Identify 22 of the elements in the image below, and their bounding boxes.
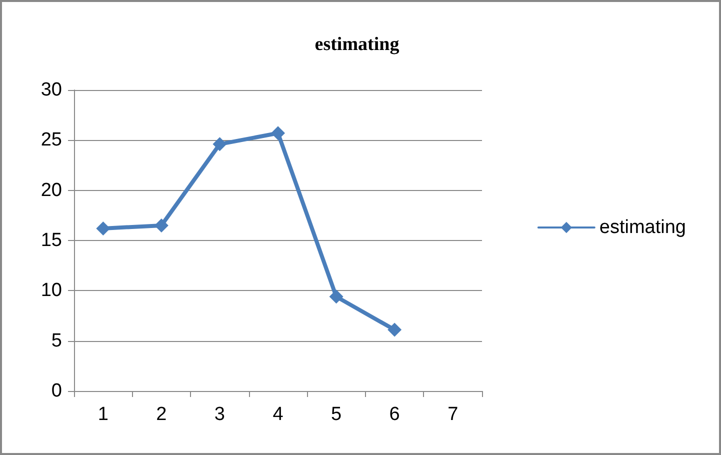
point <box>212 137 227 152</box>
y-tick-label: 15 <box>40 230 62 251</box>
x-tick-label: 6 <box>389 404 400 425</box>
x-tick-label: 3 <box>214 404 226 425</box>
y-tick-label: 20 <box>40 180 62 201</box>
y-tick-label: 30 <box>40 80 62 100</box>
x-tick-label: 5 <box>330 404 342 425</box>
x-tick-label: 1 <box>98 404 108 425</box>
y-tick-label: 10 <box>40 280 62 302</box>
x-tick-label: 4 <box>272 404 284 425</box>
chart-title: estimating <box>314 34 400 55</box>
point <box>388 322 402 337</box>
legend-label: estimating <box>599 217 686 238</box>
y-tick-label: 5 <box>51 330 62 352</box>
x-tick-label: 7 <box>448 404 458 425</box>
y-tick-label: 0 <box>51 380 62 402</box>
point <box>96 221 110 236</box>
point <box>329 290 344 304</box>
point <box>154 218 168 232</box>
x-tick-label: 2 <box>156 404 167 425</box>
point <box>271 126 285 140</box>
y-tick-label: 25 <box>40 130 62 151</box>
